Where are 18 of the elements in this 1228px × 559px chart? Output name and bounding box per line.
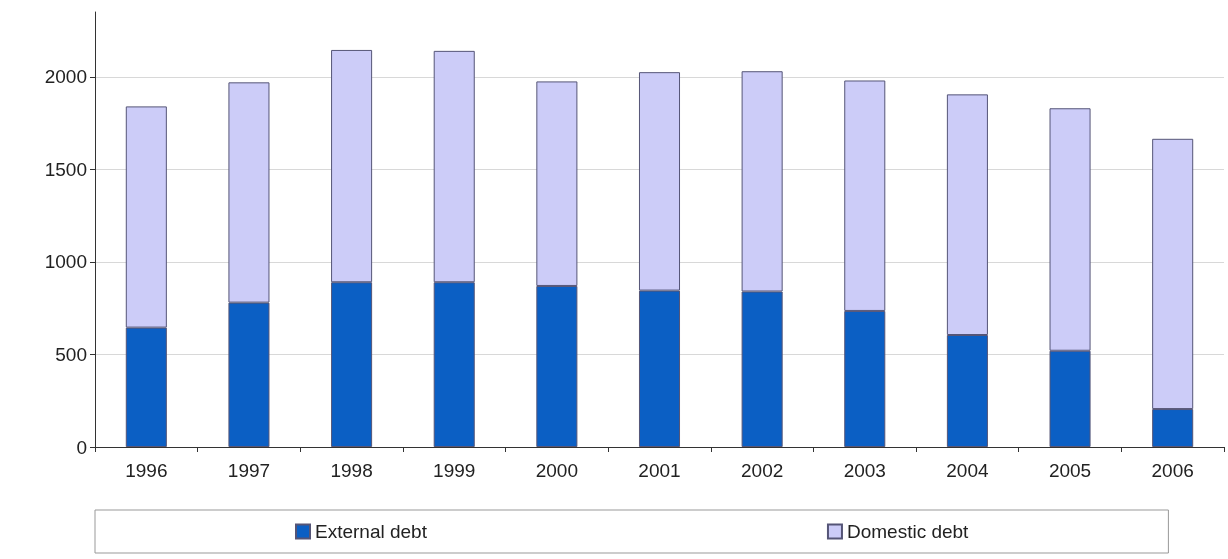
y-tick-label: 1000 (44, 251, 87, 273)
y-tick-label: 1500 (44, 158, 87, 180)
x-tick-label: 2006 (1151, 460, 1194, 481)
x-tick-label: 1998 (330, 460, 373, 481)
x-tick-label: 1999 (433, 460, 476, 481)
legend-label: Domestic debt (846, 521, 970, 542)
y-tick-label: 2000 (44, 66, 87, 88)
x-tick-label: 2005 (1048, 460, 1092, 481)
x-tick-label: 2000 (535, 460, 578, 481)
x-tick-label: 1997 (227, 460, 271, 481)
x-tick-label: 2002 (741, 460, 784, 481)
y-tick-label: 0 (76, 436, 87, 458)
x-tick-label: 1996 (125, 460, 168, 481)
x-tick-label: 2003 (843, 460, 886, 481)
x-tick-label: 2001 (638, 460, 681, 481)
legend-label: External debt (315, 521, 428, 542)
y-tick-label: 500 (55, 343, 87, 365)
x-tick-label: 2004 (946, 460, 989, 481)
